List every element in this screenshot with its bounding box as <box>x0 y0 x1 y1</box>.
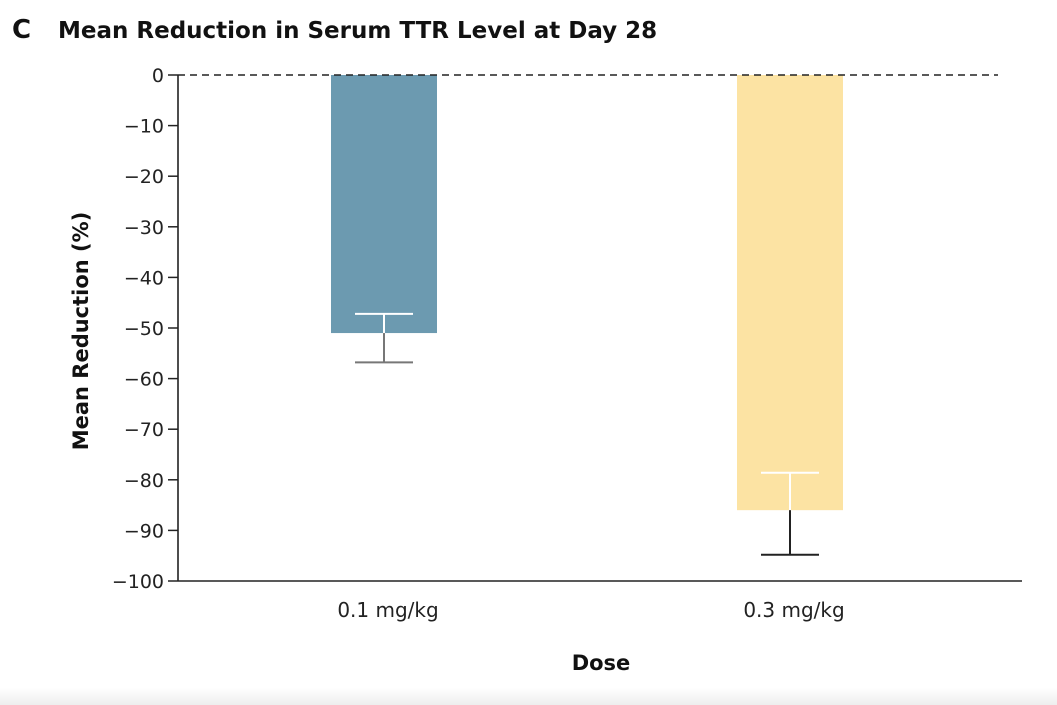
bottom-shadow-band <box>0 688 1057 705</box>
x-axis-categories: 0.1 mg/kg 0.3 mg/kg <box>337 598 844 622</box>
y-tick-label: −50 <box>124 318 164 340</box>
y-axis-ticks: 0 −10 −20 −30 −40 −50 −60 −70 −80 −90 −100 <box>112 65 178 593</box>
y-tick-label: −100 <box>112 571 164 593</box>
y-tick-label: −60 <box>124 369 164 391</box>
y-tick-label: 0 <box>152 65 164 87</box>
y-tick-label: −90 <box>124 520 164 542</box>
y-axis-title: Mean Reduction (%) <box>69 212 93 451</box>
bar-1 <box>331 75 437 334</box>
y-tick-label: −80 <box>124 470 164 492</box>
error-bars-layer <box>355 312 819 556</box>
y-tick-label: −10 <box>124 116 164 138</box>
x-category-label: 0.1 mg/kg <box>337 598 438 622</box>
chart-title: Mean Reduction in Serum TTR Level at Day… <box>58 18 657 44</box>
y-tick-label: −30 <box>124 217 164 239</box>
x-category-label: 0.3 mg/kg <box>743 598 844 622</box>
y-tick-label: −20 <box>124 166 164 188</box>
panel-letter: C <box>12 15 31 45</box>
x-axis-title: Dose <box>572 651 631 675</box>
bar-2 <box>737 75 843 511</box>
y-tick-label: −70 <box>124 419 164 441</box>
y-tick-label: −40 <box>124 267 164 289</box>
bars-layer <box>331 75 843 511</box>
